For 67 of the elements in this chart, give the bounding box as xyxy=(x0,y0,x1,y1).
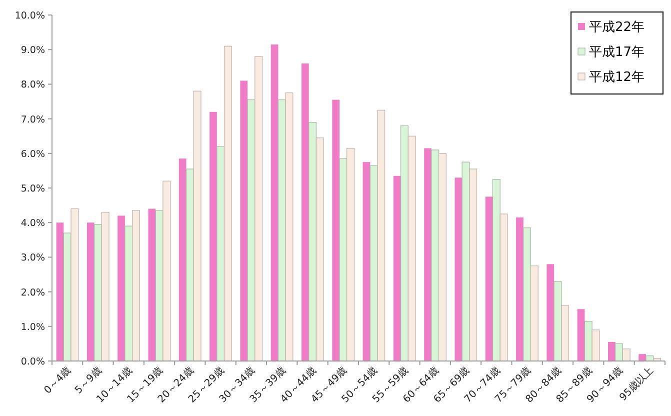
bar xyxy=(608,342,616,361)
bar xyxy=(332,100,340,361)
bar xyxy=(424,148,432,361)
bar xyxy=(638,354,646,361)
bar xyxy=(554,281,562,362)
x-tick-label: 0～4歳 xyxy=(42,364,74,396)
legend-label: 平成17年 xyxy=(589,45,645,60)
bar xyxy=(492,179,500,362)
bar xyxy=(516,217,524,361)
bar xyxy=(210,112,217,361)
bar xyxy=(346,148,355,362)
bar xyxy=(86,222,94,361)
y-tick-label: 9.0% xyxy=(20,45,45,56)
bar xyxy=(592,330,600,362)
bar xyxy=(193,90,202,362)
y-tick-label: 10.0% xyxy=(14,10,45,22)
bar xyxy=(469,168,478,362)
y-tick-label: 2.0% xyxy=(20,287,45,298)
bar xyxy=(615,343,624,362)
y-tick-label: 6.0% xyxy=(20,148,45,160)
bar xyxy=(393,176,401,361)
bar xyxy=(500,214,508,362)
bar xyxy=(408,136,416,362)
bar xyxy=(308,122,317,362)
bar xyxy=(454,178,462,361)
bar xyxy=(285,92,294,362)
y-tick-label: 4.0% xyxy=(20,218,45,230)
bar xyxy=(546,264,554,361)
bar xyxy=(339,158,348,362)
bar xyxy=(148,208,156,361)
y-tick-label: 5.0% xyxy=(20,184,45,194)
bar xyxy=(56,222,64,361)
bar xyxy=(362,162,370,361)
bar xyxy=(377,110,386,362)
bar xyxy=(94,224,102,362)
bar xyxy=(530,266,538,362)
bar xyxy=(622,348,630,362)
bar xyxy=(301,63,309,361)
bar xyxy=(485,196,493,361)
bar xyxy=(132,210,140,362)
bar xyxy=(178,158,186,361)
legend-label: 平成22年 xyxy=(589,20,645,35)
bar xyxy=(577,309,585,361)
bar xyxy=(101,212,110,362)
bar xyxy=(240,80,248,361)
bar xyxy=(118,216,125,361)
bar xyxy=(247,99,256,362)
bar xyxy=(224,46,232,362)
bar xyxy=(561,305,570,362)
bar xyxy=(270,44,278,361)
bar xyxy=(400,125,408,362)
y-tick-label: 7.0% xyxy=(20,114,45,126)
bar xyxy=(216,146,225,362)
legend-label: 平成12年 xyxy=(589,70,645,85)
bar xyxy=(438,153,446,362)
y-tick-label: 1.0% xyxy=(20,322,45,333)
bar xyxy=(162,180,171,362)
bar xyxy=(254,56,263,362)
y-tick-label: 0.0% xyxy=(20,356,45,368)
bar xyxy=(431,150,440,362)
bar xyxy=(523,227,532,362)
bar xyxy=(70,208,79,362)
bar xyxy=(316,138,324,362)
y-tick-label: 3.0% xyxy=(20,252,45,264)
bar xyxy=(124,226,133,362)
bar xyxy=(186,168,194,362)
y-tick-label: 8.0% xyxy=(20,80,45,91)
